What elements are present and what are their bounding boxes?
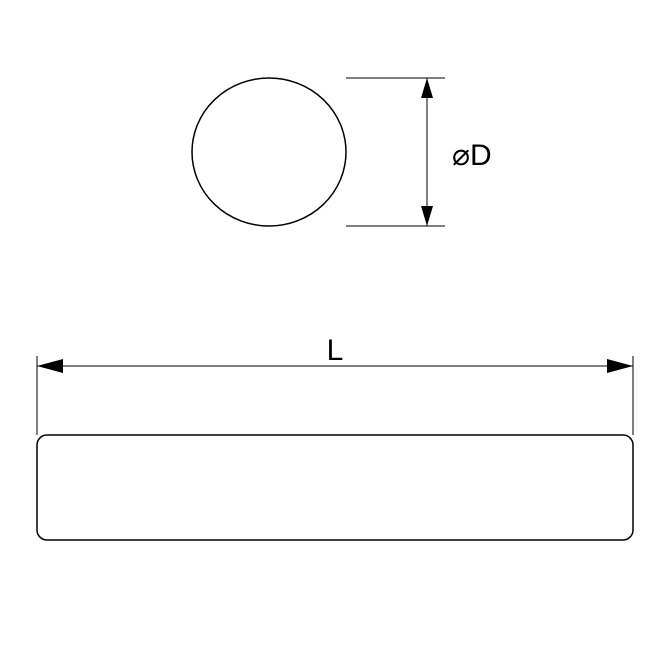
length-label: L [327,334,344,367]
end-view-circle [192,78,346,226]
diameter-arrow-bottom [421,206,433,226]
length-arrow-right [607,359,633,373]
diameter-label: ⌀D [452,139,492,172]
length-arrow-left [37,359,63,373]
diameter-arrow-top [421,78,433,98]
side-view-rod [37,435,633,540]
